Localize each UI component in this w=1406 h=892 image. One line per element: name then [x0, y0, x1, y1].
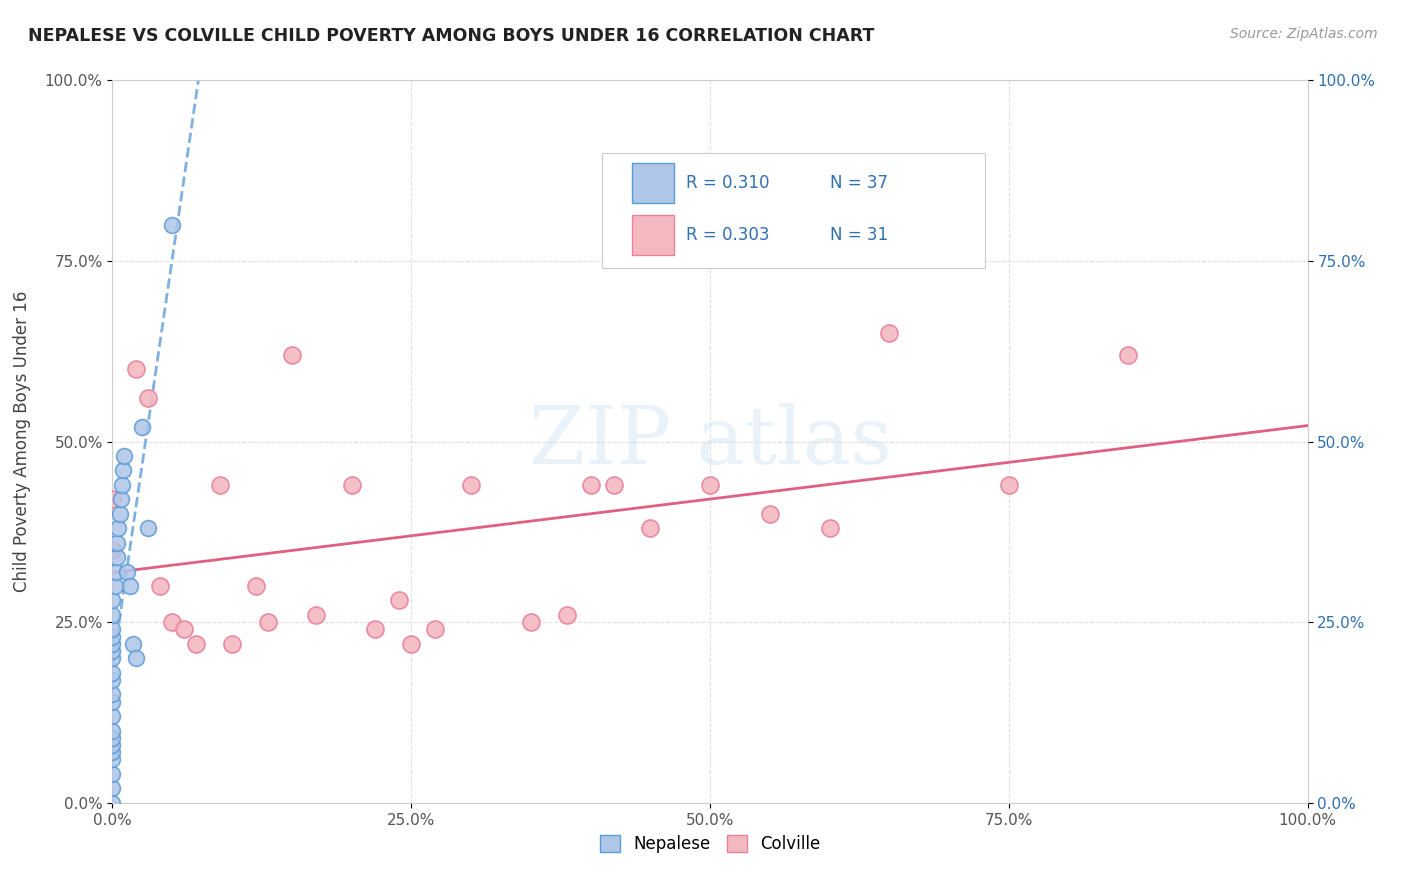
Point: [101, 623, 124, 637]
Bar: [633, 215, 675, 255]
Point: [699, 478, 721, 492]
Point: [101, 593, 124, 607]
Point: [818, 521, 841, 535]
Point: [105, 565, 128, 579]
Point: [221, 637, 243, 651]
Point: [138, 521, 160, 535]
Point: [101, 781, 124, 796]
Point: [759, 507, 782, 521]
Point: [640, 521, 662, 535]
Point: [149, 579, 172, 593]
Point: [120, 579, 142, 593]
Point: [364, 623, 387, 637]
Point: [112, 463, 135, 477]
Point: [281, 348, 304, 362]
Point: [101, 637, 124, 651]
Point: [879, 326, 901, 340]
Point: [101, 665, 124, 680]
Point: [125, 362, 148, 376]
Point: [101, 630, 124, 644]
FancyBboxPatch shape: [603, 153, 986, 268]
Y-axis label: Child Poverty Among Boys Under 16: Child Poverty Among Boys Under 16: [13, 291, 31, 592]
Point: [101, 542, 124, 557]
Point: [101, 492, 124, 507]
Point: [388, 593, 411, 607]
Point: [101, 651, 124, 665]
Point: [425, 623, 447, 637]
Point: [340, 478, 363, 492]
Point: [101, 709, 124, 723]
Point: [115, 565, 138, 579]
Point: [114, 449, 135, 463]
Text: N = 31: N = 31: [830, 227, 887, 244]
Text: Source: ZipAtlas.com: Source: ZipAtlas.com: [1230, 27, 1378, 41]
Point: [257, 615, 280, 630]
Point: [108, 507, 131, 521]
Point: [520, 615, 543, 630]
Point: [101, 607, 124, 622]
Text: R = 0.310: R = 0.310: [686, 174, 769, 193]
Point: [460, 478, 482, 492]
Point: [162, 218, 183, 232]
Point: [105, 535, 128, 549]
Point: [101, 673, 124, 687]
Point: [101, 723, 124, 738]
Point: [555, 607, 578, 622]
Point: [101, 767, 124, 781]
Text: ZIP atlas: ZIP atlas: [529, 402, 891, 481]
Text: NEPALESE VS COLVILLE CHILD POVERTY AMONG BOYS UNDER 16 CORRELATION CHART: NEPALESE VS COLVILLE CHILD POVERTY AMONG…: [28, 27, 875, 45]
Point: [111, 478, 134, 492]
Point: [603, 478, 626, 492]
Point: [105, 550, 128, 565]
Point: [162, 615, 183, 630]
Point: [101, 738, 124, 752]
Point: [101, 752, 124, 766]
Point: [101, 644, 124, 658]
Point: [579, 478, 602, 492]
Point: [121, 637, 143, 651]
Point: [998, 478, 1021, 492]
Point: [101, 796, 124, 810]
Point: [173, 623, 195, 637]
Point: [401, 637, 423, 651]
Point: [131, 420, 153, 434]
Legend: Nepalese, Colville: Nepalese, Colville: [593, 828, 827, 860]
Point: [305, 607, 328, 622]
Bar: [633, 163, 675, 203]
Point: [104, 579, 127, 593]
Point: [186, 637, 208, 651]
Point: [107, 521, 129, 535]
Point: [1118, 348, 1140, 362]
Text: N = 37: N = 37: [830, 174, 887, 193]
Point: [245, 579, 267, 593]
Point: [101, 687, 124, 701]
Point: [110, 492, 132, 507]
Point: [101, 745, 124, 759]
Point: [101, 695, 124, 709]
Point: [101, 731, 124, 745]
Point: [138, 391, 160, 405]
Text: R = 0.303: R = 0.303: [686, 227, 769, 244]
Point: [125, 651, 148, 665]
Point: [209, 478, 232, 492]
